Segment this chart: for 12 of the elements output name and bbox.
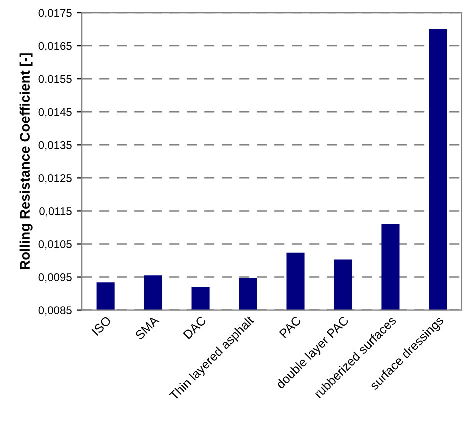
y-tick-label: 0,0175 (38, 9, 72, 18)
y-tick-label: 0,0125 (38, 174, 72, 184)
y-tick-label: 0,0165 (38, 42, 72, 52)
y-tick-label: 0,0135 (38, 141, 72, 151)
y-tick-label: 0,0095 (38, 274, 72, 283)
y-tick-label: 0,0115 (40, 207, 72, 217)
y-tick-label: 0,0085 (38, 306, 72, 316)
y-tick-label: 0,0155 (38, 75, 72, 85)
x-tick-label: ISO (92, 316, 112, 336)
y-axis-title: Rolling Resistance Coefficient [-] (20, 54, 33, 270)
y-tick-label: 0,0145 (38, 108, 72, 118)
y-tick-label: 0,0105 (38, 240, 72, 250)
